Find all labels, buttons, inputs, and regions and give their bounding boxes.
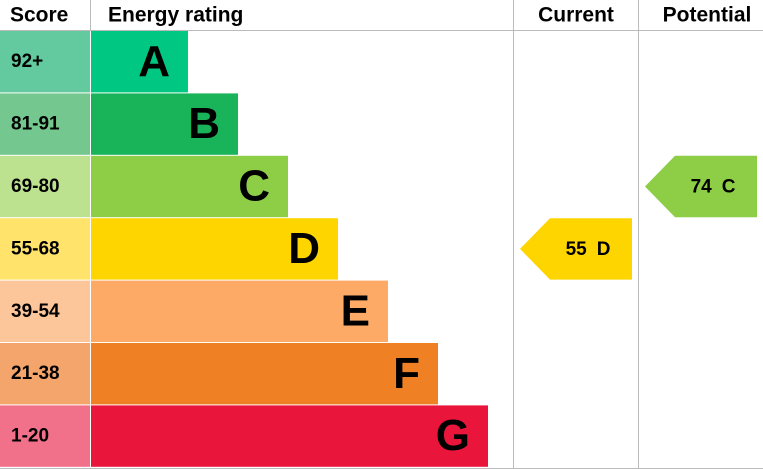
current-arrow: [520, 218, 632, 280]
score-range: 81-91: [11, 114, 60, 135]
score-cell: [0, 343, 90, 405]
rating-letter: G: [436, 411, 470, 460]
score-cell: [0, 218, 90, 280]
current-label: 55 D: [566, 239, 611, 260]
rating-letter: C: [238, 162, 270, 211]
rating-letter: D: [288, 224, 320, 273]
rating-bar: [91, 218, 338, 280]
score-header: Score: [10, 4, 68, 27]
potential-label: 74 C: [691, 177, 736, 198]
score-cell: [0, 280, 90, 342]
rating-bar: [91, 343, 438, 405]
score-range: 39-54: [11, 301, 60, 322]
potential-score: 74: [691, 177, 713, 198]
potential-band: C: [722, 177, 736, 198]
rating-bar: [91, 280, 388, 342]
score-range: 69-80: [11, 176, 60, 197]
rating-bar: [91, 155, 288, 218]
potential-arrow: [645, 155, 757, 218]
rating-letter: B: [188, 99, 220, 148]
score-cell: [0, 31, 90, 93]
current-header: Current: [538, 4, 614, 27]
current-score: 55: [566, 239, 588, 260]
score-range: 21-38: [11, 363, 60, 384]
rating-header: Energy rating: [108, 4, 243, 27]
rating-bar: [91, 31, 188, 93]
score-range: 55-68: [11, 238, 60, 259]
rating-letter: E: [341, 286, 370, 335]
score-cell: [0, 405, 90, 467]
rating-bar: [91, 405, 488, 467]
rating-letter: A: [138, 37, 170, 86]
score-cell: [0, 93, 90, 155]
potential-header: Potential: [663, 4, 752, 27]
score-range: 1-20: [11, 426, 49, 447]
current-band: D: [597, 239, 611, 260]
rating-bar: [91, 93, 238, 155]
score-range: 92+: [11, 51, 43, 72]
rating-letter: F: [393, 349, 420, 398]
score-cell: [0, 155, 90, 218]
